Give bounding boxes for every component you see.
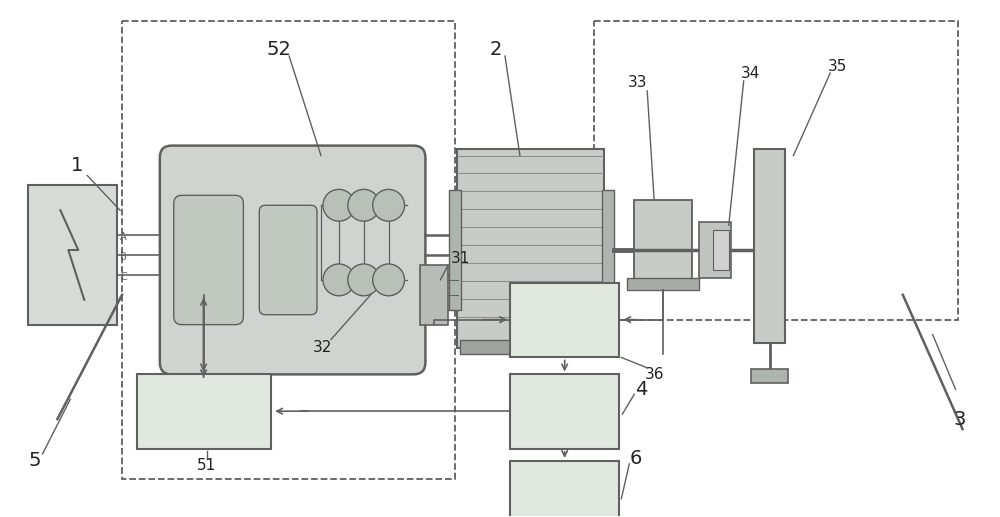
Bar xyxy=(122,21,455,479)
Bar xyxy=(420,265,448,325)
FancyBboxPatch shape xyxy=(259,205,317,315)
Bar xyxy=(510,374,619,449)
Text: 51: 51 xyxy=(197,459,216,474)
Bar xyxy=(510,283,619,357)
Text: 36: 36 xyxy=(644,367,664,382)
FancyBboxPatch shape xyxy=(174,195,243,325)
Bar xyxy=(460,340,599,355)
Text: 35: 35 xyxy=(827,58,847,73)
Bar xyxy=(699,222,731,278)
Text: 34: 34 xyxy=(741,67,760,82)
Bar xyxy=(602,190,614,310)
Bar xyxy=(754,148,785,343)
Circle shape xyxy=(348,264,380,296)
Text: 1: 1 xyxy=(71,156,83,175)
Text: 6: 6 xyxy=(630,449,642,468)
Text: 4: 4 xyxy=(635,380,647,399)
Circle shape xyxy=(323,189,355,221)
Circle shape xyxy=(323,264,355,296)
Text: A: A xyxy=(120,232,127,242)
Bar xyxy=(713,230,729,270)
Text: C: C xyxy=(120,272,127,282)
Bar xyxy=(627,278,699,290)
Text: 3: 3 xyxy=(953,409,966,429)
Bar xyxy=(137,374,271,449)
Text: 52: 52 xyxy=(267,40,292,58)
Circle shape xyxy=(373,189,405,221)
Bar xyxy=(594,21,958,320)
Bar xyxy=(634,200,692,280)
Text: B: B xyxy=(120,252,127,262)
Bar xyxy=(457,148,604,347)
Text: 31: 31 xyxy=(451,251,470,266)
Text: 5: 5 xyxy=(28,451,41,470)
Text: 33: 33 xyxy=(628,75,647,90)
Bar xyxy=(751,370,788,383)
Bar xyxy=(510,461,619,517)
Circle shape xyxy=(373,264,405,296)
Bar xyxy=(28,186,117,325)
Text: 32: 32 xyxy=(313,340,333,355)
Text: 2: 2 xyxy=(490,40,502,58)
Bar xyxy=(449,190,461,310)
Circle shape xyxy=(348,189,380,221)
FancyBboxPatch shape xyxy=(160,146,425,374)
